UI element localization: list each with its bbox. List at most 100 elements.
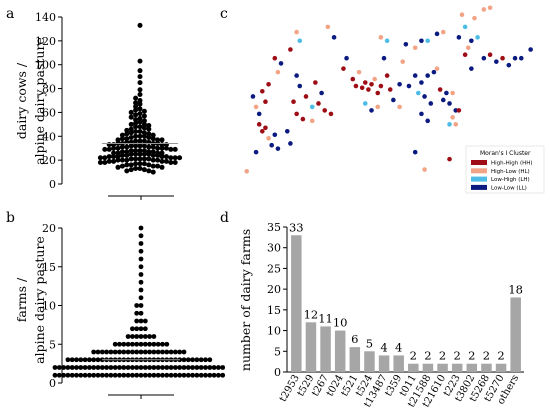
panel-d-value-label: 18 (508, 282, 523, 296)
panel-d-bar (364, 351, 375, 372)
panel-a-y-tick-label: 120 (35, 35, 56, 48)
panel-b-point (117, 372, 122, 378)
panel-b-ylabel-line2: alpine dairy pasture (32, 236, 47, 364)
panel-a-point (137, 111, 143, 117)
panel-a-point (119, 144, 125, 150)
panel-b-point (134, 365, 140, 370)
panel-d-value-label: 6 (351, 332, 358, 346)
panel-c-point-hh (272, 55, 278, 61)
panel-b-point (147, 334, 153, 339)
panel-c-point-ll (369, 108, 374, 113)
panel-b-y-tick-label: 20 (42, 222, 56, 235)
panel-a-point (146, 162, 152, 168)
panel-c-point-hh (313, 80, 318, 85)
panel-b-point (112, 372, 118, 378)
panel-b-point (138, 287, 144, 293)
panel-a-point (133, 143, 139, 149)
panel-c-point-lh (297, 38, 303, 44)
panel-b-point (151, 349, 157, 355)
panel-b-point (207, 372, 213, 378)
panel-b-point (130, 349, 135, 355)
panel-b-point (99, 372, 105, 378)
panel-c-point-hl (375, 104, 381, 110)
panel-c-point-hh (350, 76, 356, 82)
panel-c-point-hh (328, 111, 334, 117)
panel-b-point (82, 365, 88, 370)
panel-b-point (138, 341, 144, 347)
panel-a-point (128, 109, 134, 115)
panel-b-y-tick-label: 15 (42, 261, 56, 274)
panel-b-point (190, 372, 196, 378)
panel-c-point-ll (494, 59, 499, 64)
panel-a-point (133, 165, 139, 171)
legend-label: High-Low (HL) (491, 169, 530, 175)
panel-b-point (147, 349, 153, 355)
panel-b-point (168, 372, 174, 378)
panel-d-bar (451, 363, 463, 372)
panel-a-point (133, 107, 139, 113)
panel-c-point-lh (416, 90, 421, 96)
panel-b-point (125, 334, 131, 339)
panel-c-point-ll (447, 101, 452, 106)
panel-d-bar (393, 355, 404, 372)
panel-a-point (128, 148, 134, 154)
panel-a-point (128, 167, 134, 173)
panel-c-point-hh (294, 111, 299, 117)
panel-a-point (155, 152, 161, 158)
panel-a-y-axis: 0 20 40 60 80 100 120 140 (35, 11, 63, 191)
panel-b-point (104, 365, 109, 370)
panel-a-point (155, 163, 161, 169)
panel-a-point (137, 156, 143, 162)
panel-a-point (150, 132, 156, 138)
panel-d-bar (334, 330, 346, 372)
panel-b-point (138, 225, 144, 231)
panel-c-point-ll (469, 38, 474, 44)
panel-a-point (172, 160, 178, 166)
panel-c-point-hl (412, 45, 418, 51)
panel-c-point-ll (428, 101, 434, 106)
panel-letter-d: d (220, 210, 229, 226)
panel-a-point (115, 164, 121, 170)
panel-b-point (142, 341, 148, 347)
panel-a-point (155, 145, 161, 151)
panel-a-ylabel-line2: alpine dairy pasture (32, 37, 47, 165)
panel-b-point (74, 372, 79, 378)
panel-a-point (133, 124, 139, 130)
panel-a-point (141, 143, 147, 149)
panel-b-point (65, 357, 71, 363)
panel-a-point (159, 145, 165, 151)
panel-a-point (141, 130, 147, 136)
panel-a-point (146, 168, 152, 174)
panel-c-point-hh (447, 156, 452, 162)
legend-label: High-High (HH) (491, 161, 533, 167)
panel-b-point (82, 357, 88, 363)
panel-b-point (155, 372, 161, 378)
panel-b-point (138, 372, 144, 378)
panel-b-point (87, 365, 92, 370)
panel-a-point (133, 117, 139, 123)
panel-b-point (91, 357, 97, 363)
panel-b-point (125, 349, 131, 355)
panel-b-point (181, 372, 187, 378)
panel-c-point-ll (506, 62, 512, 68)
panel-b-point (74, 357, 79, 363)
panel-c-point-ll (512, 55, 518, 61)
panel-a-point (137, 143, 143, 149)
panel-b-point (164, 372, 170, 378)
panel-c-point-ll (391, 97, 396, 103)
panel-d-value-label: 2 (424, 349, 431, 363)
panel-b-point (203, 372, 208, 378)
panel-b-point (220, 372, 226, 378)
panel-b-point (194, 365, 200, 370)
panel-c-point-ll (250, 94, 256, 99)
panel-a-point (137, 161, 143, 167)
panel-d-y-axis: 0 5 10 15 20 25 30 35 (267, 221, 288, 379)
panel-c-point-hl (253, 104, 259, 110)
panel-b-ylabel-line1: farms / (14, 277, 29, 322)
panel-a-point (137, 92, 143, 98)
panel-d-bar (291, 235, 302, 372)
panel-c-point-hl (378, 35, 384, 40)
panel-b-point (138, 310, 144, 316)
panel-b-point (108, 365, 114, 370)
